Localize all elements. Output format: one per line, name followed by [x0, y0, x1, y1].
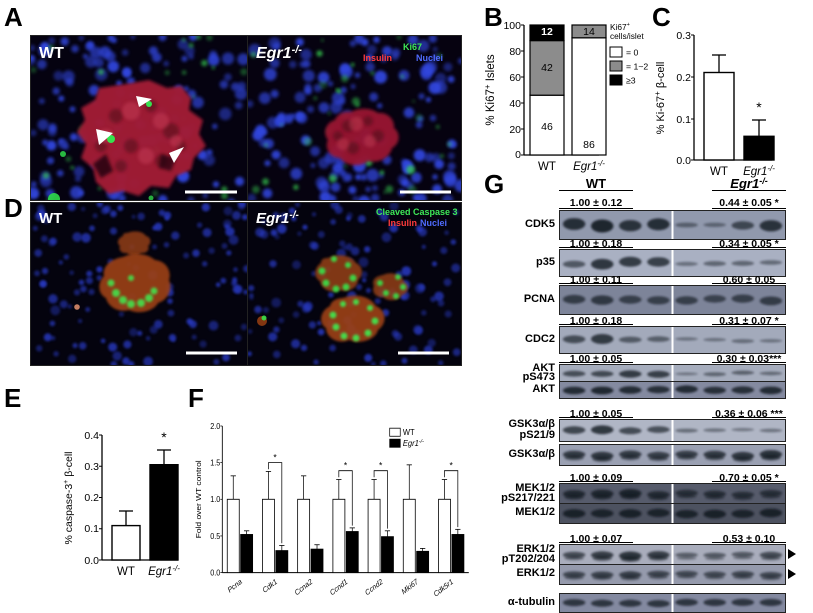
svg-text:Insulin: Insulin [363, 53, 392, 63]
svg-text:*: * [379, 460, 383, 471]
svg-text:12: 12 [541, 26, 553, 38]
svg-text:Cdk1: Cdk1 [261, 577, 279, 595]
svg-text:46: 46 [541, 121, 553, 133]
svg-text:0.2: 0.2 [676, 72, 691, 84]
svg-text:40: 40 [509, 98, 521, 110]
svg-text:WT: WT [117, 566, 135, 578]
svg-text:Egr1-/-: Egr1-/- [573, 159, 605, 173]
svg-text:Ccnd2: Ccnd2 [363, 577, 384, 597]
svg-text:WT: WT [39, 45, 64, 62]
svg-text:0.0: 0.0 [210, 568, 220, 577]
svg-text:60: 60 [509, 72, 521, 84]
svg-text:% Ki-67+ β-cell: % Ki-67+ β-cell [653, 62, 667, 135]
svg-text:0.1: 0.1 [676, 114, 691, 126]
svg-text:Mki67: Mki67 [400, 576, 421, 596]
svg-text:Ccna2: Ccna2 [293, 577, 314, 597]
svg-text:*: * [161, 429, 167, 445]
svg-text:Pcna: Pcna [226, 577, 244, 595]
svg-text:Fold over WT control: Fold over WT control [195, 460, 204, 538]
svg-text:*: * [273, 452, 277, 463]
svg-text:Ki67: Ki67 [403, 42, 422, 52]
svg-text:80: 80 [509, 46, 521, 58]
svg-text:0.1: 0.1 [84, 523, 99, 535]
svg-text:% caspase-3+ β-cell: % caspase-3+ β-cell [63, 451, 75, 544]
svg-text:*: * [344, 460, 348, 471]
svg-text:2.0: 2.0 [210, 422, 220, 431]
svg-text:Egr1-/-: Egr1-/- [403, 438, 424, 447]
svg-text:0.5: 0.5 [210, 532, 220, 541]
svg-text:20: 20 [509, 124, 521, 136]
svg-text:14: 14 [583, 26, 595, 38]
svg-text:Cleaved Caspase 3: Cleaved Caspase 3 [376, 207, 458, 217]
svg-text:= 0: = 0 [626, 48, 638, 58]
svg-text:WT: WT [403, 427, 415, 436]
svg-text:WT: WT [538, 161, 556, 173]
svg-text:0: 0 [515, 149, 521, 161]
svg-text:Egr1-/-: Egr1-/- [148, 564, 180, 578]
svg-text:Ccnd1: Ccnd1 [328, 577, 349, 597]
svg-text:≥3: ≥3 [626, 76, 636, 86]
svg-text:*: * [756, 99, 762, 115]
svg-text:100: 100 [503, 20, 521, 32]
svg-text:1.5: 1.5 [210, 458, 220, 467]
svg-text:1.0: 1.0 [210, 495, 220, 504]
svg-text:0.4: 0.4 [84, 430, 99, 442]
svg-text:86: 86 [583, 139, 595, 151]
svg-text:% Ki67+ Islets: % Ki67+ Islets [484, 54, 497, 125]
svg-text:*: * [450, 460, 454, 471]
svg-text:0.3: 0.3 [676, 30, 691, 42]
svg-text:Cdk5r1: Cdk5r1 [432, 577, 455, 599]
svg-text:Nuclei: Nuclei [420, 218, 447, 228]
svg-text:0.0: 0.0 [84, 555, 99, 567]
svg-text:Nuclei: Nuclei [416, 53, 443, 63]
svg-text:Insulin: Insulin [388, 218, 417, 228]
svg-text:cells/islet: cells/islet [610, 31, 644, 41]
svg-text:42: 42 [541, 62, 553, 74]
svg-text:0.3: 0.3 [84, 461, 99, 473]
svg-text:WT: WT [39, 210, 62, 227]
svg-text:0.0: 0.0 [676, 155, 691, 167]
svg-text:0.2: 0.2 [84, 492, 99, 504]
svg-text:= 1~2: = 1~2 [626, 62, 648, 72]
